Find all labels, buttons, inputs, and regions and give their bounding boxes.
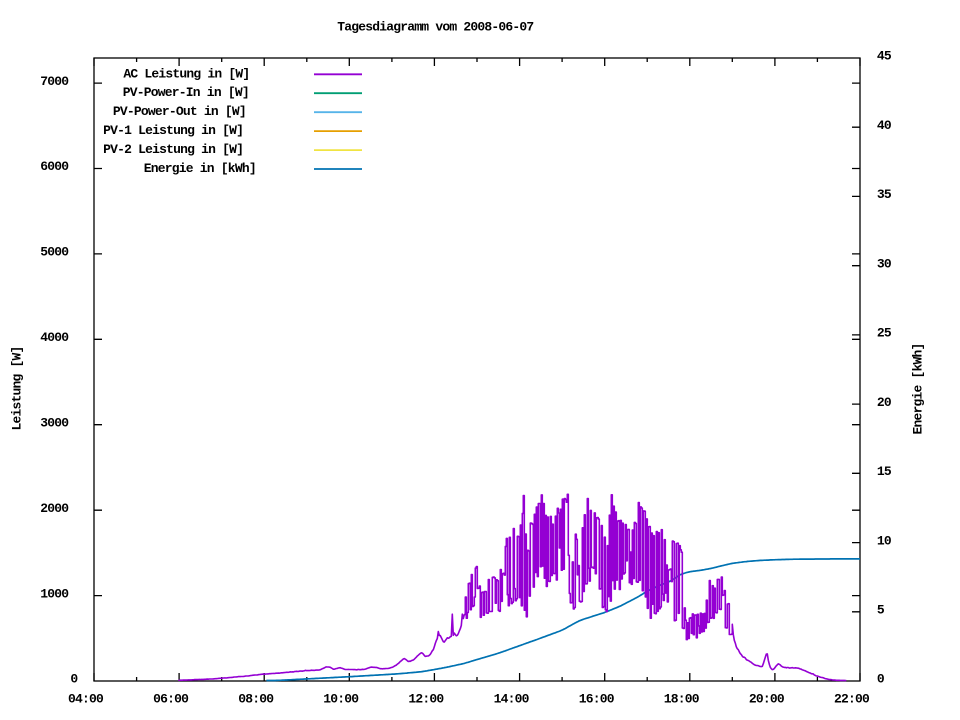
- svg-text:35: 35: [877, 187, 892, 202]
- svg-text:10:00: 10:00: [323, 692, 359, 707]
- svg-text:PV-Power-Out in [W]: PV-Power-Out in [W]: [113, 104, 246, 119]
- svg-text:18:00: 18:00: [664, 692, 700, 707]
- svg-text:22:00: 22:00: [834, 692, 870, 707]
- svg-text:20: 20: [877, 395, 892, 410]
- svg-text:Energie in [kWh]: Energie in [kWh]: [144, 161, 256, 176]
- svg-text:04:00: 04:00: [68, 692, 104, 707]
- svg-text:45: 45: [877, 49, 892, 64]
- svg-text:06:00: 06:00: [153, 692, 189, 707]
- svg-text:1000: 1000: [40, 586, 69, 601]
- svg-text:3000: 3000: [40, 415, 69, 430]
- svg-text:2000: 2000: [40, 501, 69, 516]
- svg-text:0: 0: [877, 672, 885, 687]
- svg-text:25: 25: [877, 326, 892, 341]
- svg-text:Leistung [W]: Leistung [W]: [10, 346, 25, 430]
- svg-text:PV-1 Leistung in [W]: PV-1 Leistung in [W]: [103, 123, 243, 138]
- svg-text:08:00: 08:00: [238, 692, 274, 707]
- svg-text:4000: 4000: [40, 330, 69, 345]
- svg-text:Tagesdiagramm vom 2008-06-07: Tagesdiagramm vom 2008-06-07: [337, 20, 533, 35]
- svg-text:5000: 5000: [40, 245, 69, 260]
- svg-text:14:00: 14:00: [494, 692, 530, 707]
- svg-text:20:00: 20:00: [749, 692, 785, 707]
- svg-text:16:00: 16:00: [579, 692, 615, 707]
- svg-text:15: 15: [877, 464, 892, 479]
- svg-text:PV-Power-In in [W]: PV-Power-In in [W]: [123, 85, 249, 100]
- svg-text:7000: 7000: [40, 74, 69, 89]
- svg-text:PV-2 Leistung in [W]: PV-2 Leistung in [W]: [103, 142, 243, 157]
- svg-text:30: 30: [877, 256, 892, 271]
- svg-text:5: 5: [877, 603, 885, 618]
- svg-text:0: 0: [70, 672, 78, 687]
- svg-text:40: 40: [877, 118, 892, 133]
- svg-text:12:00: 12:00: [408, 692, 444, 707]
- svg-text:AC Leistung in [W]: AC Leistung in [W]: [123, 66, 249, 81]
- svg-text:6000: 6000: [40, 159, 69, 174]
- svg-text:Energie [kWh]: Energie [kWh]: [911, 343, 926, 434]
- svg-text:10: 10: [877, 533, 892, 548]
